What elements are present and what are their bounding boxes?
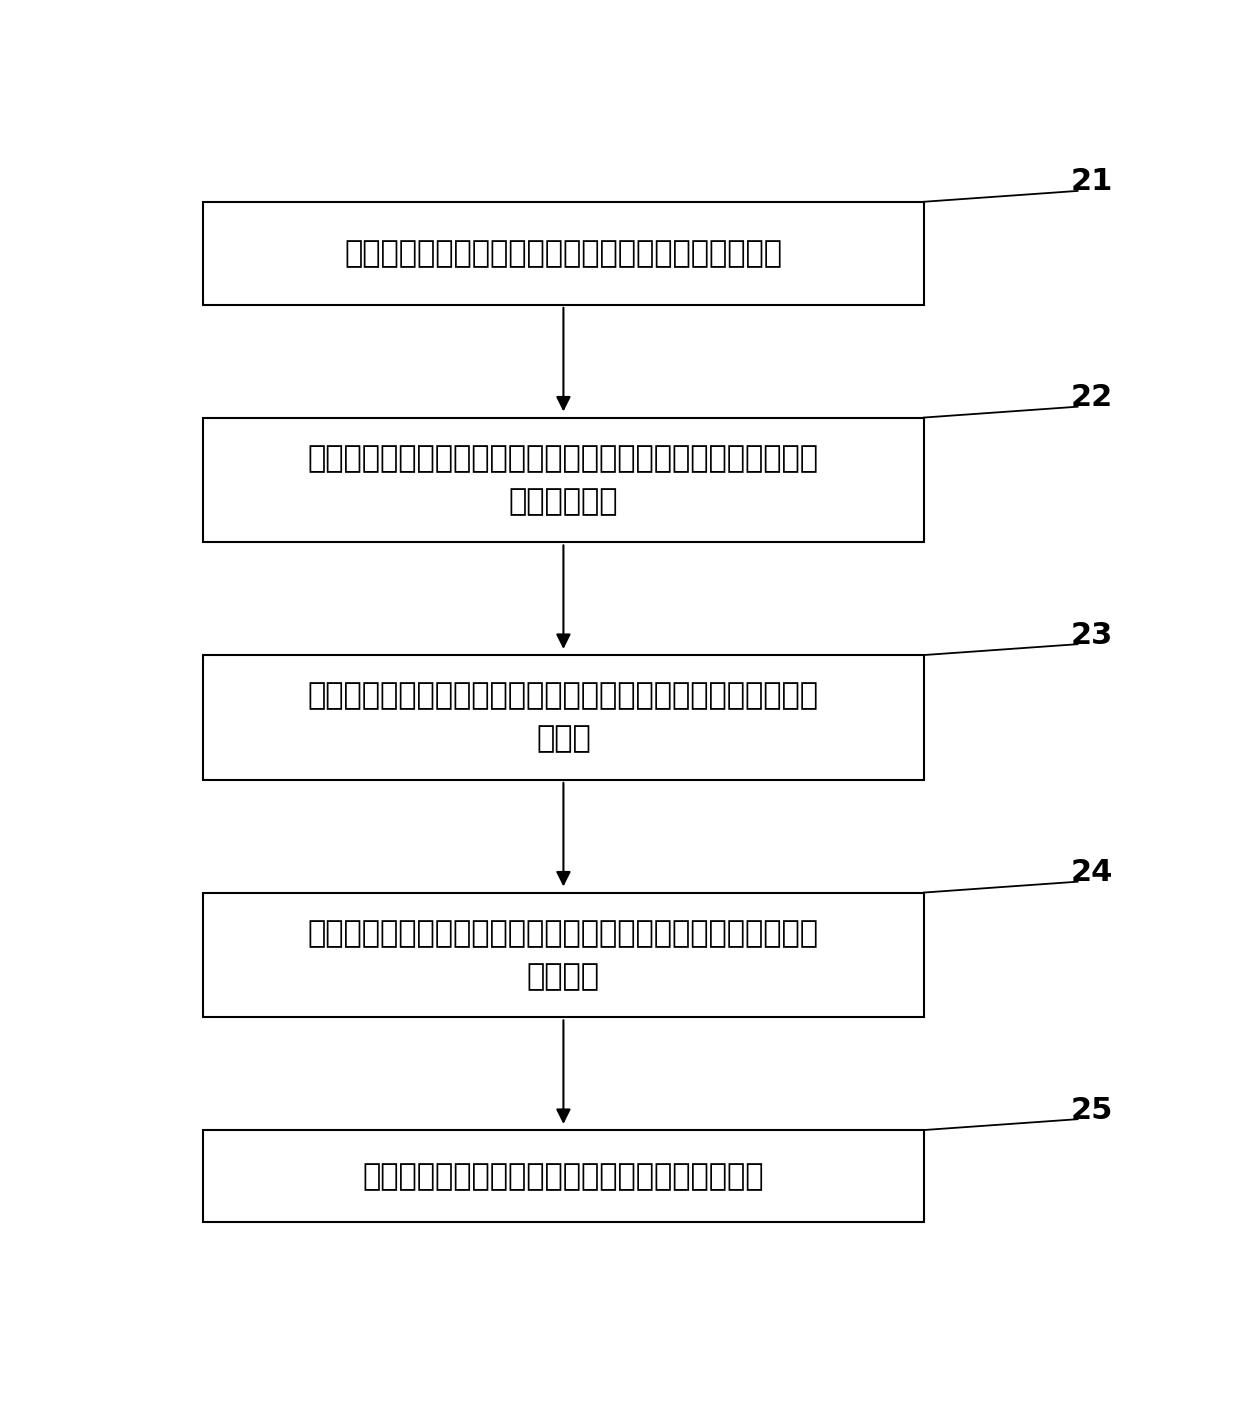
Text: 执行一测量操作，获取目标邻区中的每一个小区的第二接收信号
码功率: 执行一测量操作，获取目标邻区中的每一个小区的第二接收信号 码功率 (308, 681, 818, 753)
Bar (203, 893, 924, 1018)
Bar (203, 1129, 924, 1222)
Bar (203, 417, 924, 543)
Text: 将选择的小区配置为用于联合检测的同频干扰小区: 将选择的小区配置为用于联合检测的同频干扰小区 (362, 1162, 764, 1190)
Text: 21: 21 (1071, 168, 1114, 196)
Text: 22: 22 (1071, 384, 1114, 412)
Text: 获取终端的原始邻区的在零时隙的第一接收信号码功率: 获取终端的原始邻区的在零时隙的第一接收信号码功率 (345, 238, 782, 268)
Text: 24: 24 (1071, 859, 1114, 887)
Text: 按第二接收信号码功率由大到小的顺序从目标邻区中选择部分或
全部小区: 按第二接收信号码功率由大到小的顺序从目标邻区中选择部分或 全部小区 (308, 919, 818, 991)
Bar (203, 202, 924, 305)
Text: 25: 25 (1071, 1096, 1114, 1125)
Bar (203, 656, 924, 780)
Text: 按第一接收信号码功率由大到小的顺序从原始邻区中选择小区，
得到目标邻区: 按第一接收信号码功率由大到小的顺序从原始邻区中选择小区， 得到目标邻区 (308, 444, 818, 516)
Text: 23: 23 (1071, 620, 1114, 650)
